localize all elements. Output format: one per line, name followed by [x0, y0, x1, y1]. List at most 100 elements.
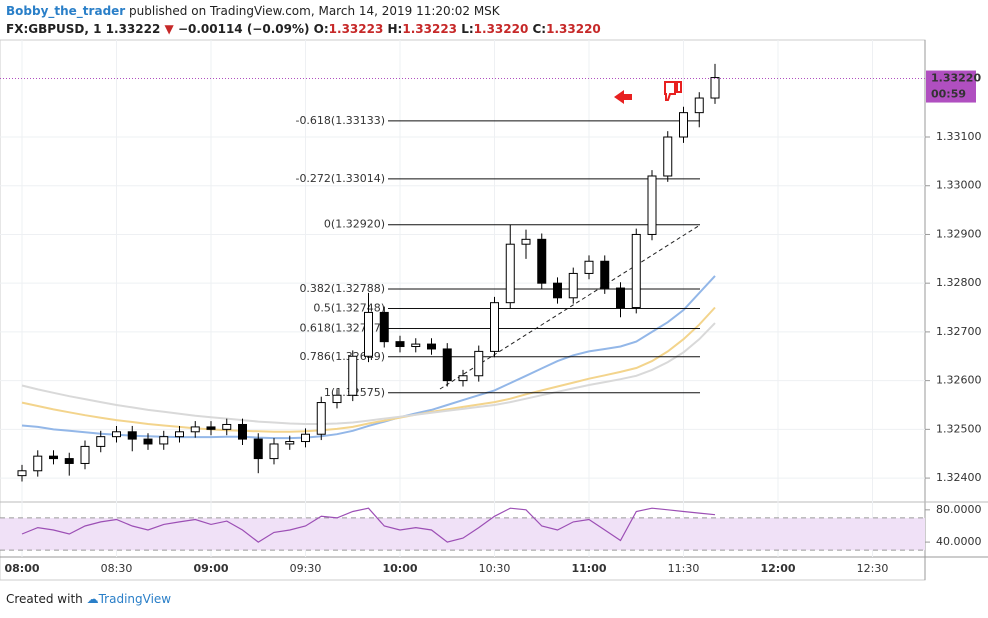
- candle-body: [33, 455, 43, 472]
- rsi-tick-label: 80.0000: [936, 503, 982, 516]
- arrow-icon: [614, 90, 632, 104]
- candle-body: [710, 77, 720, 99]
- l-value: 1.33220: [473, 22, 529, 36]
- candle-body: [238, 423, 247, 440]
- candle-body: [442, 348, 452, 382]
- candle-body: [427, 343, 436, 350]
- candles: [17, 63, 720, 482]
- chart: -0.618(1.33133) -0.272(1.33014) 0(1.32920)…: [0, 39, 988, 581]
- rsi-tick-label: 40.0000: [936, 535, 982, 548]
- candle-body: [159, 436, 169, 445]
- brand[interactable]: TradingView: [98, 592, 172, 606]
- moving-average: [21, 275, 716, 440]
- candle-body: [17, 470, 27, 477]
- candle-body: [490, 302, 499, 352]
- candle-body: [568, 272, 578, 299]
- rsi-band: [0, 517, 925, 551]
- o-label: O:: [313, 22, 329, 36]
- x-tick-label: 12:00: [760, 562, 795, 575]
- candle-body: [222, 423, 232, 430]
- last-price: 1.33222: [105, 22, 161, 36]
- candle-body: [301, 433, 310, 443]
- candle-body: [537, 238, 547, 284]
- fib-label: -0.618(1.33133): [295, 114, 385, 127]
- moving-average: [21, 306, 716, 433]
- candle-body: [253, 438, 263, 460]
- brand-icon: ☁: [86, 592, 99, 606]
- fib-label: 0(1.32920): [324, 218, 385, 231]
- candle-body: [679, 112, 688, 138]
- fibonacci: -0.618(1.33133) -0.272(1.33014) 0(1.32920)…: [295, 114, 700, 399]
- candle-body: [206, 426, 216, 430]
- candle-body: [553, 282, 562, 299]
- candle-body: [127, 431, 137, 440]
- x-tick-label: 08:00: [4, 562, 39, 575]
- fib-label: 0.618(1.32707): [299, 321, 385, 334]
- candle-body: [379, 311, 389, 343]
- moving-average: [21, 322, 716, 425]
- fib-label: -0.272(1.33014): [295, 172, 385, 185]
- rsi-line: [21, 507, 716, 543]
- candle-body: [458, 375, 468, 382]
- y-tick-label: 1.32400: [936, 471, 982, 484]
- candle-body: [663, 136, 673, 177]
- candle-body: [175, 431, 184, 438]
- candle-body: [80, 445, 90, 464]
- trend-line: [439, 224, 701, 390]
- publish-line: Bobby_the_trader published on TradingVie…: [6, 4, 500, 18]
- x-tick-label: 09:00: [193, 562, 228, 575]
- countdown-label: 00:59: [931, 88, 966, 101]
- candle-body: [411, 343, 421, 348]
- x-tick-label: 10:30: [479, 562, 511, 575]
- candle-body: [285, 441, 295, 445]
- candle-body: [364, 311, 373, 357]
- candle-body: [348, 355, 358, 396]
- footer: Created with ☁TradingView: [6, 592, 171, 606]
- change: −0.00114 (−0.09%): [177, 22, 310, 36]
- candle-body: [395, 341, 405, 348]
- author[interactable]: Bobby_the_trader: [6, 4, 126, 18]
- moving-averages: [21, 275, 716, 440]
- candle-body: [584, 260, 594, 274]
- o-value: 1.33223: [328, 22, 384, 36]
- y-tick-label: 1.32700: [936, 325, 982, 338]
- candle-body: [474, 350, 484, 377]
- rsi-pane: [0, 507, 925, 551]
- candle-body: [505, 243, 515, 304]
- candle-body: [521, 238, 531, 245]
- y-tick-label: 1.32600: [936, 374, 982, 387]
- candle-body: [96, 436, 106, 447]
- thumbs-down-icon: [664, 81, 682, 101]
- x-tick-label: 11:00: [571, 562, 606, 575]
- x-tick-label: 08:30: [101, 562, 133, 575]
- h-value: 1.33223: [402, 22, 458, 36]
- x-tick-label: 10:00: [382, 562, 417, 575]
- c-value: 1.33220: [546, 22, 601, 36]
- current-price-label: 1.33220: [931, 72, 981, 85]
- y-tick-label: 1.33000: [936, 179, 982, 192]
- axes: 1.32400 1.32500 1.32600 1.32700 1.32800 1.329…: [0, 70, 982, 575]
- x-tick-label: 12:30: [857, 562, 889, 575]
- candle-body: [269, 443, 279, 460]
- y-tick-label: 1.32500: [936, 422, 982, 435]
- h-label: H:: [387, 22, 403, 36]
- y-tick-label: 1.32900: [936, 227, 982, 240]
- x-tick-label: 11:30: [668, 562, 700, 575]
- candle-body: [616, 287, 625, 309]
- candle-body: [190, 426, 200, 433]
- candle-body: [631, 233, 641, 309]
- candle-body: [694, 97, 704, 114]
- candle-body: [112, 431, 121, 438]
- c-label: C:: [532, 22, 547, 36]
- current-price-box: [926, 70, 976, 103]
- fib-label: 0.786(1.32649): [299, 350, 385, 363]
- down-arrow: ▼: [164, 22, 174, 36]
- x-tick-label: 09:30: [290, 562, 322, 575]
- candle-body: [316, 402, 326, 435]
- candle-body: [64, 458, 74, 464]
- ticker-line: FX:GBPUSD, 1 1.33222 ▼ −0.00114 (−0.09%)…: [6, 22, 601, 36]
- l-label: L:: [461, 22, 474, 36]
- fib-label: 0.382(1.32788): [299, 282, 385, 295]
- candle-body: [647, 175, 657, 235]
